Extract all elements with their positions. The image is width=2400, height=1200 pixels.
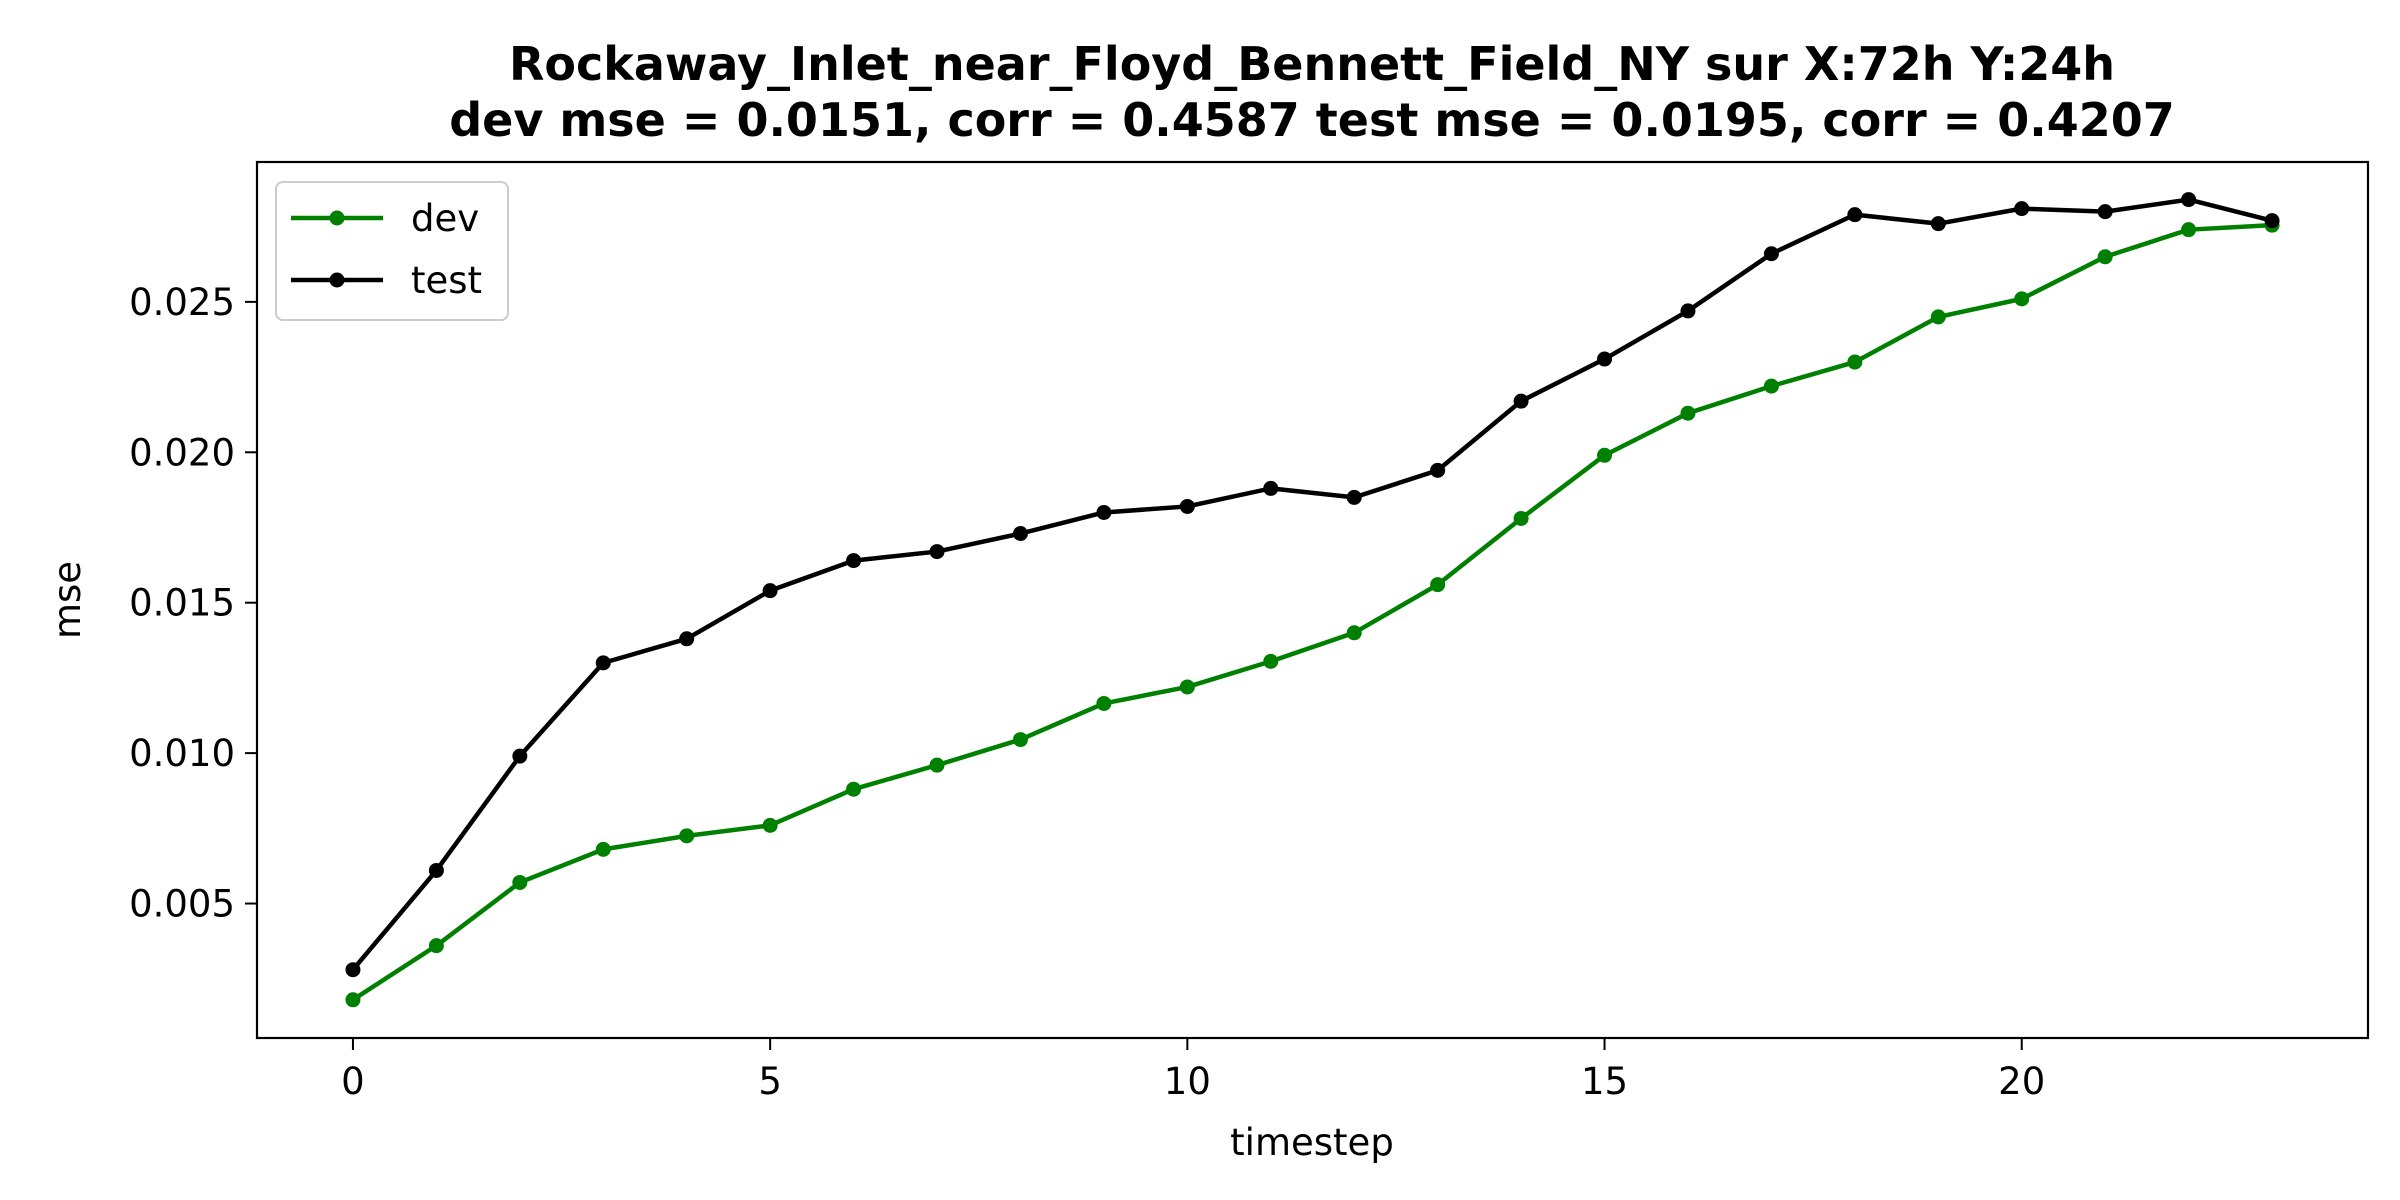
data-point-dev — [679, 828, 695, 844]
series-layer — [345, 192, 2280, 1008]
legend-marker-test — [329, 272, 345, 288]
legend: dev test — [275, 181, 509, 321]
x-tick-label: 15 — [1581, 1060, 1628, 1103]
data-point-dev — [1096, 695, 1112, 711]
x-tick-label: 0 — [341, 1060, 365, 1103]
data-point-test — [345, 962, 361, 978]
data-point-dev — [762, 817, 778, 833]
data-point-test — [679, 631, 695, 647]
y-tick-label: 0.025 — [129, 281, 235, 324]
series-line-test — [351, 197, 2273, 972]
data-point-dev — [846, 781, 862, 797]
data-point-test — [512, 748, 528, 764]
y-tick-label: 0.015 — [129, 582, 235, 625]
data-point-test — [595, 655, 611, 671]
data-point-test — [1763, 246, 1779, 262]
legend-label-test: test — [411, 259, 482, 302]
data-point-test — [2181, 192, 2197, 208]
plot-frame — [255, 160, 2370, 1040]
legend-marker-dev — [329, 210, 345, 226]
data-point-test — [2014, 201, 2030, 217]
data-point-dev — [1430, 577, 1446, 593]
data-point-dev — [929, 757, 945, 773]
data-point-test — [1680, 303, 1696, 319]
x-axis-label: timestep — [1230, 1121, 1394, 1164]
data-point-test — [1012, 526, 1028, 542]
data-point-test — [2264, 213, 2280, 229]
data-point-test — [1847, 207, 1863, 223]
series-line-dev — [351, 222, 2273, 1002]
data-point-dev — [595, 841, 611, 857]
data-point-dev — [1346, 625, 1362, 641]
y-tick-label: 0.020 — [129, 431, 235, 474]
data-point-dev — [2097, 249, 2113, 265]
data-point-test — [428, 862, 444, 878]
data-point-test — [1430, 462, 1446, 478]
data-point-test — [1096, 504, 1112, 520]
data-point-dev — [2014, 291, 2030, 307]
data-point-test — [1179, 498, 1195, 514]
data-point-dev — [1597, 447, 1613, 463]
y-tick-label: 0.005 — [129, 883, 235, 926]
data-point-dev — [1179, 679, 1195, 695]
x-tick-label: 20 — [1998, 1060, 2045, 1103]
x-tick-label: 5 — [758, 1060, 782, 1103]
legend-label-dev: dev — [411, 197, 479, 240]
y-tick-label: 0.010 — [129, 732, 235, 775]
data-point-test — [1513, 393, 1529, 409]
chart-title-line1: Rockaway_Inlet_near_Floyd_Bennett_Field_… — [509, 37, 2115, 91]
ticks-layer: 0 5 10 15 20 0.005 0.010 0.015 0.020 0.025 — [129, 281, 2045, 1103]
data-point-test — [1930, 216, 1946, 232]
x-tick-label: 10 — [1164, 1060, 1211, 1103]
data-point-test — [1597, 351, 1613, 367]
data-point-test — [1346, 489, 1362, 505]
data-point-test — [2097, 204, 2113, 220]
data-point-dev — [2181, 222, 2197, 238]
chart-title-line2: dev mse = 0.0151, corr = 0.4587 test mse… — [449, 93, 2175, 147]
data-point-dev — [512, 874, 528, 890]
data-point-dev — [1847, 354, 1863, 370]
data-point-dev — [1263, 653, 1279, 669]
data-point-dev — [1680, 405, 1696, 421]
data-point-test — [1263, 480, 1279, 496]
data-point-dev — [1513, 510, 1529, 526]
data-point-dev — [1930, 309, 1946, 325]
data-point-test — [762, 583, 778, 599]
y-axis-label: mse — [46, 561, 89, 639]
data-point-dev — [1763, 378, 1779, 394]
data-point-test — [929, 544, 945, 560]
data-point-dev — [428, 938, 444, 954]
data-point-dev — [345, 992, 361, 1008]
data-point-test — [846, 553, 862, 569]
data-point-dev — [1012, 732, 1028, 748]
